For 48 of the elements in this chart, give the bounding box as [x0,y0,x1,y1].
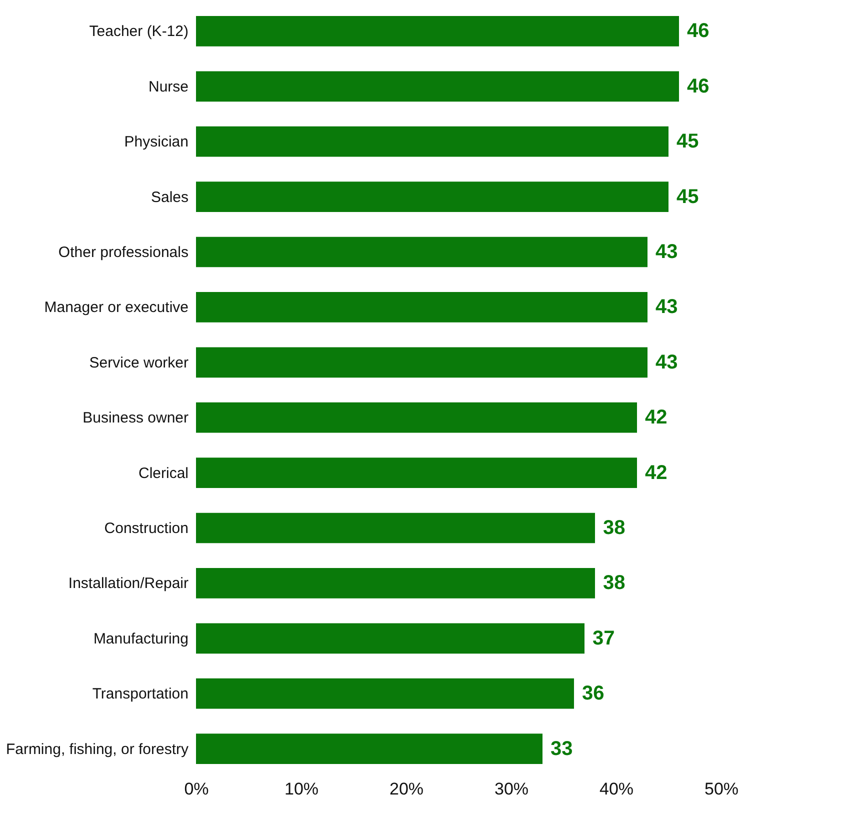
x-tick-label: 0% [184,780,209,798]
bar [196,678,574,709]
bar [196,126,668,157]
y-tick-label: Installation/Repair [68,575,188,592]
data-label: 45 [676,186,699,208]
y-tick-label: Physician [124,134,188,151]
bar [196,568,595,598]
data-label: 43 [656,296,678,318]
data-label: 42 [645,462,668,484]
y-tick-label: Manager or executive [44,299,188,316]
x-tick-label: 20% [389,780,424,798]
bar [196,734,542,764]
bar [196,458,637,488]
bar [196,347,648,378]
data-label: 46 [687,75,710,98]
bar [196,512,595,544]
y-tick-label: Sales [150,188,188,206]
data-label: 37 [592,627,615,650]
data-label: 36 [582,682,604,705]
bar [196,182,668,212]
data-label: 43 [656,351,678,374]
y-tick-label: Construction [104,520,188,537]
y-tick-label: Transportation [92,686,188,703]
data-label: 38 [603,516,626,539]
y-tick-label: Service worker [89,354,188,372]
bar [196,402,637,433]
x-tick-label: 40% [599,780,634,798]
bar [196,16,679,46]
y-tick-label: Teacher (K-12) [89,23,188,40]
data-label: 45 [676,130,699,153]
data-label: 42 [645,406,668,429]
bar [196,623,584,654]
y-tick-label: Other professionals [58,244,188,262]
data-label: 46 [687,20,710,42]
y-tick-label: Business owner [82,410,188,427]
bar [196,71,679,102]
x-tick-label: 10% [284,780,319,798]
y-tick-label: Clerical [138,464,188,482]
bar [196,236,648,268]
y-tick-label: Farming, fishing, or forestry [6,740,189,758]
y-tick-label: Manufacturing [93,630,188,648]
y-tick-label: Nurse [148,78,188,96]
data-label: 38 [603,572,626,594]
bar [196,292,648,322]
x-tick-label: 50% [704,780,739,798]
x-tick-label: 30% [494,780,529,798]
data-label: 43 [656,241,678,264]
data-label: 33 [550,738,573,760]
